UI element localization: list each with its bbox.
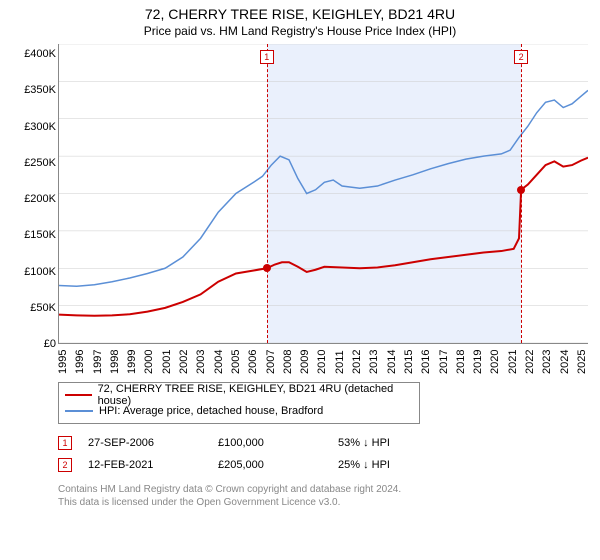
x-tick-label: 1999	[127, 342, 138, 374]
x-tick-label: 2009	[300, 342, 311, 374]
sale-price-2: £205,000	[218, 459, 338, 471]
x-tick-label: 2025	[577, 342, 588, 374]
chart-title: 72, CHERRY TREE RISE, KEIGHLEY, BD21 4RU	[8, 6, 592, 22]
x-tick-label: 2004	[214, 342, 225, 374]
sale-point	[517, 186, 525, 194]
x-tick-label: 2022	[525, 342, 536, 374]
plot: 12	[58, 44, 588, 344]
sales-table: 1 27-SEP-2006 £100,000 53% ↓ HPI 2 12-FE…	[58, 432, 592, 476]
series-price_paid	[59, 158, 588, 316]
x-tick-label: 2013	[369, 342, 380, 374]
x-tick-label: 2017	[439, 342, 450, 374]
y-tick-label: £200K	[8, 194, 56, 204]
x-tick-label: 2010	[317, 342, 328, 374]
x-tick-label: 2014	[387, 342, 398, 374]
footer-line-2: This data is licensed under the Open Gov…	[58, 497, 592, 510]
sale-point	[263, 264, 271, 272]
sale-date-1: 27-SEP-2006	[88, 437, 218, 449]
sale-price-1: £100,000	[218, 437, 338, 449]
y-tick-label: £350K	[8, 85, 56, 95]
x-tick-label: 2024	[560, 342, 571, 374]
x-tick-label: 2001	[162, 342, 173, 374]
y-tick-label: £50K	[8, 303, 56, 313]
legend-label-2: HPI: Average price, detached house, Brad…	[99, 405, 323, 417]
x-tick-label: 2003	[196, 342, 207, 374]
plot-area: £0 £50K £100K £150K £200K £250K £300K £350K £400…	[8, 44, 592, 374]
x-tick-label: 2020	[490, 342, 501, 374]
legend-label-1: 72, CHERRY TREE RISE, KEIGHLEY, BD21 4RU…	[98, 383, 413, 407]
sale-marker-1: 1	[58, 436, 72, 450]
y-tick-label: £100K	[8, 267, 56, 277]
sale-marker-2: 2	[58, 458, 72, 472]
x-tick-label: 2007	[266, 342, 277, 374]
chart-subtitle: Price paid vs. HM Land Registry's House …	[8, 24, 592, 38]
x-tick-label: 2002	[179, 342, 190, 374]
x-tick-label: 1997	[93, 342, 104, 374]
x-tick-label: 1995	[58, 342, 69, 374]
y-tick-label: £0	[8, 339, 56, 349]
x-tick-label: 2008	[283, 342, 294, 374]
x-axis-labels: 1995 1996 1997 1998 1999 2000 2001 2002 2003 2004…	[58, 342, 588, 374]
legend-swatch-2	[65, 410, 93, 412]
x-tick-label: 2015	[404, 342, 415, 374]
marker-line-1	[267, 44, 268, 343]
x-tick-label: 2021	[508, 342, 519, 374]
y-tick-label: £400K	[8, 49, 56, 59]
series-hpi	[59, 90, 588, 286]
sale-date-2: 12-FEB-2021	[88, 459, 218, 471]
x-tick-label: 2019	[473, 342, 484, 374]
y-tick-label: £250K	[8, 158, 56, 168]
x-tick-label: 2005	[231, 342, 242, 374]
x-tick-label: 2000	[144, 342, 155, 374]
legend-swatch-1	[65, 394, 92, 396]
sale-diff-1: 53% ↓ HPI	[338, 437, 458, 449]
x-tick-label: 1998	[110, 342, 121, 374]
sale-diff-2: 25% ↓ HPI	[338, 459, 458, 471]
marker-box-1: 1	[260, 50, 274, 64]
legend: 72, CHERRY TREE RISE, KEIGHLEY, BD21 4RU…	[58, 382, 420, 424]
footer-line-1: Contains HM Land Registry data © Crown c…	[58, 484, 592, 497]
footer: Contains HM Land Registry data © Crown c…	[58, 484, 592, 509]
y-axis-labels: £0£50K£100K£150K£200K£250K£300K£350K£400…	[8, 44, 56, 344]
y-tick-label: £150K	[8, 230, 56, 240]
marker-box-2: 2	[514, 50, 528, 64]
x-tick-label: 2018	[456, 342, 467, 374]
x-tick-label: 2006	[248, 342, 259, 374]
x-tick-label: 2011	[335, 342, 346, 374]
x-tick-label: 2016	[421, 342, 432, 374]
x-tick-label: 2023	[542, 342, 553, 374]
y-tick-label: £300K	[8, 122, 56, 132]
x-tick-label: 2012	[352, 342, 363, 374]
x-tick-label: 1996	[75, 342, 86, 374]
